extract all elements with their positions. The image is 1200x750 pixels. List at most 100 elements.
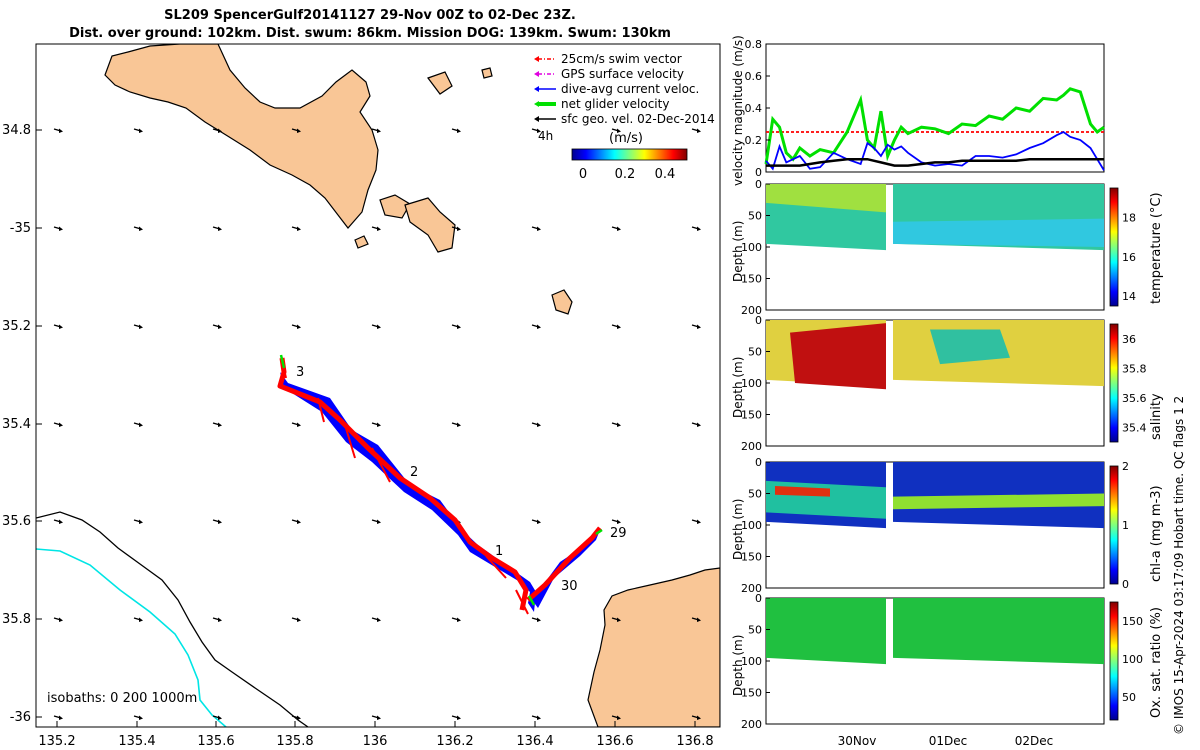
sfc-velocity-arrow [372, 423, 381, 428]
sfc-velocity-arrow [372, 618, 381, 623]
sfc-velocity-arrow [372, 520, 381, 525]
depth-tick-label: 200 [741, 440, 762, 453]
colorbar-tick-label: 35.6 [1122, 392, 1147, 405]
arrow-head [139, 520, 143, 525]
arrow-head [59, 423, 63, 428]
sfc-velocity-arrow [134, 716, 143, 721]
sfc-velocity-arrow [612, 227, 621, 232]
arrow-head [59, 129, 63, 134]
arrow-head [617, 325, 621, 330]
map-x-tick-label: 135.2 [38, 734, 75, 749]
colorbar-label: salinity [1149, 393, 1164, 440]
depth-axis-label: Depth (m) [731, 357, 745, 418]
arrow-head [59, 716, 63, 721]
arrow-head [697, 129, 701, 134]
depth-tick-label: 200 [741, 718, 762, 731]
sfc-velocity-arrow [452, 716, 461, 721]
sfc-velocity-arrow [532, 520, 541, 525]
land-island-3 [428, 72, 452, 94]
section-panel-chla: 0 50 100 150 200 Depth (m) 0 1 2 chl-a (mg m-3) [731, 456, 1164, 595]
depth-axis-label: Depth (m) [731, 221, 745, 282]
land-island-2 [405, 198, 455, 252]
colorbar-tick-label: 100 [1122, 653, 1143, 666]
sfc-velocity-arrow [54, 227, 63, 232]
isobaths-note: isobaths: 0 200 1000m [47, 691, 197, 706]
sfc-velocity-arrow [134, 423, 143, 428]
arrow-head [297, 716, 301, 721]
legend-label: dive-avg current veloc. [561, 82, 699, 96]
section-data-fill [766, 598, 886, 664]
sfc-velocity-arrow [213, 227, 222, 232]
legend-label: sfc geo. vel. 02-Dec-2014 [561, 112, 715, 126]
arrow-head [297, 423, 301, 428]
sfc-velocity-arrow [372, 227, 381, 232]
waypoint-label-30: 30 [561, 579, 578, 594]
sfc-velocity-arrow [134, 325, 143, 330]
colorbar-tick-label: 16 [1122, 251, 1136, 264]
map-y-tick-label: -36 [10, 710, 31, 725]
sfc-velocity-arrow [692, 520, 701, 525]
arrow-head [377, 129, 381, 134]
arrow-head [297, 325, 301, 330]
depth-tick-label: 0 [755, 314, 762, 327]
sfc-velocity-arrow [54, 325, 63, 330]
arrow-head [218, 716, 222, 721]
sfc-velocity-arrow [292, 618, 301, 623]
time-tick-label: 02Dec [1015, 734, 1054, 748]
arrow-head [297, 227, 301, 232]
sfc-velocity-arrow [372, 325, 381, 330]
arrow-head [537, 423, 541, 428]
velocity-y-tick-label: 0.8 [745, 38, 763, 51]
arrow-head [617, 520, 621, 525]
legend-4h-label: 4h [538, 129, 553, 143]
sfc-velocity-arrow [532, 423, 541, 428]
sfc-velocity-arrow [452, 423, 461, 428]
section-data-fill [893, 598, 1104, 664]
sfc-velocity-arrow [692, 227, 701, 232]
arrow-head [457, 325, 461, 330]
waypoint-label-1: 1 [495, 544, 503, 559]
depth-tick-label: 50 [748, 210, 762, 223]
arrow-head [457, 129, 461, 134]
map-x-tick-label: 136.4 [516, 734, 553, 749]
colorbar-tick-label: 36 [1122, 333, 1136, 346]
depth-tick-label: 0 [755, 178, 762, 191]
land-kangaroo-island [588, 568, 720, 727]
arrow-head [59, 520, 63, 525]
map-legend: 25cm/s swim vectorGPS surface velocitydi… [534, 52, 715, 182]
depth-tick-label: 0 [755, 592, 762, 605]
arrow-head [59, 227, 63, 232]
temperature-cool-layer [893, 219, 1104, 247]
section-colorbar [1110, 602, 1118, 720]
arrow-head [139, 423, 143, 428]
legend-arrow [534, 71, 539, 77]
arrow-head [457, 716, 461, 721]
sfc-velocity-arrow [213, 618, 222, 623]
map-y-tick-label: 35.4 [2, 417, 31, 432]
colorbar-label: Ox. sat. ratio (%) [1149, 607, 1164, 718]
legend-arrow [534, 116, 539, 122]
sfc-velocity-arrow [532, 716, 541, 721]
section-colorbar [1110, 466, 1118, 584]
legend-row: 25cm/s swim vector [534, 52, 682, 66]
legend-row: GPS surface velocity [534, 67, 684, 81]
time-tick-label: 30Nov [838, 734, 877, 748]
depth-tick-label: 50 [748, 488, 762, 501]
arrow-head [697, 325, 701, 330]
land-island-5 [482, 68, 492, 78]
colorbar-tick-label: 0 [1122, 578, 1129, 591]
map-x-tick-label: 136.2 [436, 734, 473, 749]
land-small-island [355, 236, 368, 248]
section-panel-oxygen: 050100150200Depth (m)50100150 Ox. sat. ra… [731, 592, 1164, 731]
section-colorbar [1110, 188, 1118, 306]
sfc-velocity-arrow [532, 618, 541, 623]
map-x-tick-label: 136.8 [676, 734, 713, 749]
sfc-velocity-arrow [134, 618, 143, 623]
sfc-velocity-arrow [54, 618, 63, 623]
arrow-head [377, 227, 381, 232]
map-area: 3 2 1 30 29 isobaths: 0 200 1000m [36, 44, 720, 727]
velocity-ylabel: velocity magnitude (m/s) [731, 35, 745, 186]
colorbar-tick: 0 [579, 167, 587, 182]
track-net-velocity [281, 355, 602, 605]
arrow-head [537, 325, 541, 330]
